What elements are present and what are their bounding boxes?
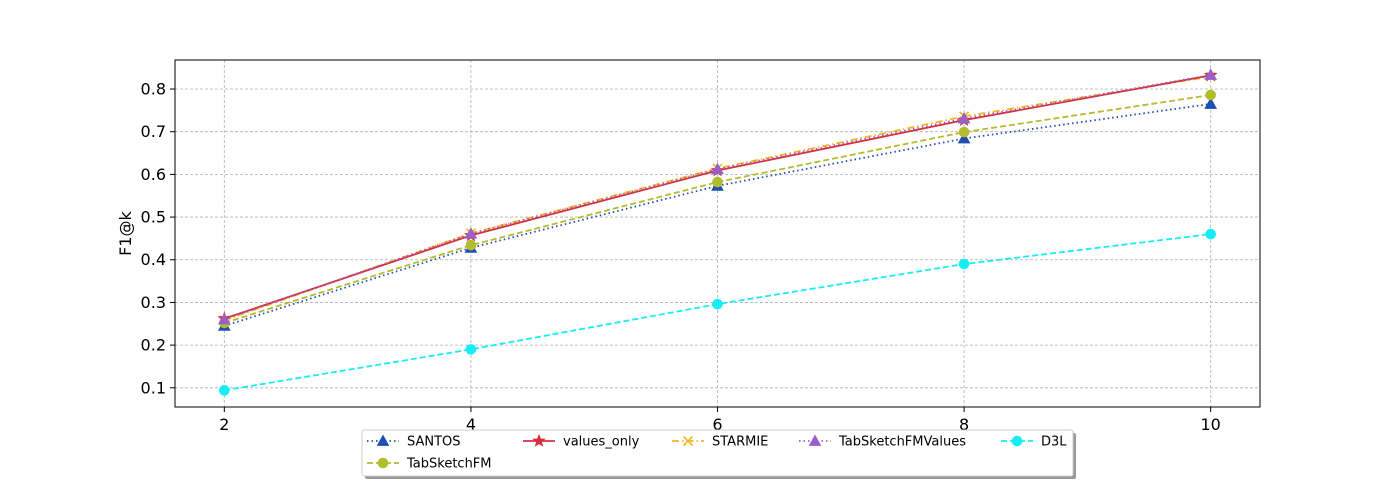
y-tick-label: 0.3	[141, 293, 166, 312]
legend: SANTOS values_only STARMIE TabSketchFMValue…	[361, 429, 1076, 479]
data-point	[958, 258, 970, 270]
legend-marker	[376, 434, 390, 446]
series-line	[224, 75, 1211, 322]
series-TabSketchFM	[219, 89, 1216, 329]
data-point	[464, 227, 478, 239]
legend-entry-STARMIE: STARMIE	[672, 435, 768, 450]
legend-entry-TabSketchFMValues: TabSketchFMValues	[799, 434, 966, 450]
series-line	[224, 74, 1211, 321]
legend-entry-SANTOS: SANTOS	[367, 434, 461, 450]
data-point	[958, 126, 970, 138]
legend-label: TabSketchFMValues	[838, 435, 966, 450]
legend-entry-D3L: D3L	[1001, 435, 1067, 450]
y-tick-label: 0.6	[141, 165, 166, 184]
data-point	[465, 239, 477, 251]
legend-label: D3L	[1041, 435, 1067, 450]
legend-label: TabSketchFM	[406, 457, 492, 472]
x-tick-label: 10	[1201, 415, 1221, 434]
x-tick-label: 2	[219, 415, 229, 434]
y-tick-label: 0.1	[141, 378, 166, 397]
legend-label: SANTOS	[407, 435, 461, 450]
y-tick-label: 0.4	[141, 250, 166, 269]
x-tick-label: 6	[712, 415, 722, 434]
y-tick-label: 0.2	[141, 336, 166, 355]
y-tick-label: 0.8	[141, 80, 166, 99]
y-axis-label: F1@k	[116, 210, 135, 255]
legend-marker	[532, 433, 546, 447]
data-point	[1204, 97, 1218, 109]
series-layer	[217, 68, 1218, 396]
data-point	[217, 312, 231, 325]
x-tick-label: 8	[959, 415, 969, 434]
data-point	[219, 385, 230, 396]
y-tick-label: 0.7	[141, 122, 166, 141]
data-point	[1205, 228, 1216, 240]
ticks: 2 4 6 8 10 0.1 0.2 0.3 0.4 0.5 0.6 0.7 0.8	[141, 80, 1221, 434]
legend-entry-TabSketchFM: TabSketchFM	[367, 457, 492, 472]
series-D3L	[219, 228, 1216, 396]
data-point	[465, 344, 477, 355]
legend-label: STARMIE	[712, 435, 768, 450]
data-point	[1204, 68, 1218, 80]
legend-label: values_only	[563, 435, 640, 450]
data-point	[1205, 89, 1216, 101]
legend-marker	[808, 434, 822, 446]
data-point	[712, 298, 723, 310]
series-line	[224, 103, 1211, 327]
x-tick-label: 4	[466, 415, 476, 434]
grid	[175, 60, 1260, 407]
data-point	[711, 162, 724, 175]
legend-marker	[682, 435, 694, 447]
data-point	[712, 176, 723, 188]
legend-entry-values_only: values_only	[523, 433, 640, 450]
y-tick-label: 0.5	[141, 208, 166, 227]
series-line	[224, 94, 1211, 324]
data-point	[957, 111, 971, 124]
data-point	[957, 132, 971, 144]
series-TabSketchFMValues	[217, 68, 1218, 325]
legend-marker	[377, 457, 389, 469]
legend-marker	[1011, 435, 1023, 447]
